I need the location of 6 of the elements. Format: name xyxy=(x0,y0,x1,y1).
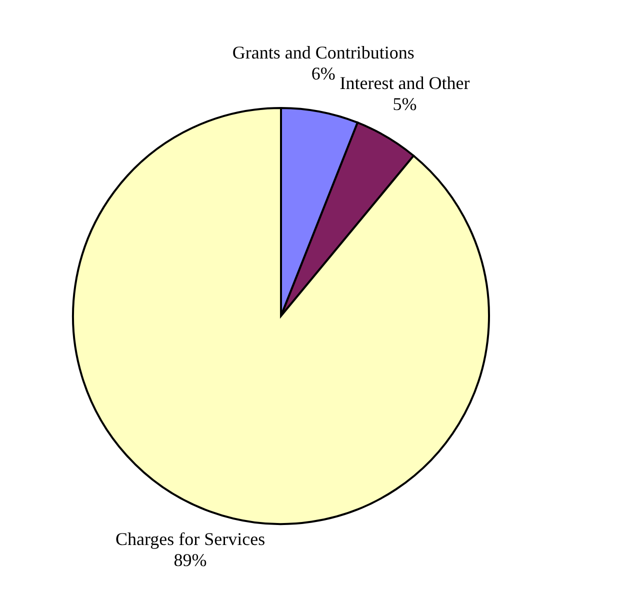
slice-label: Grants and Contributions xyxy=(232,42,414,62)
slice-label: Charges for Services xyxy=(115,529,266,550)
data-label: 6% xyxy=(311,63,336,84)
data-label: 89% xyxy=(174,550,207,570)
data-label: 5% xyxy=(392,94,417,114)
slice-label: Interest and Other xyxy=(340,73,470,94)
